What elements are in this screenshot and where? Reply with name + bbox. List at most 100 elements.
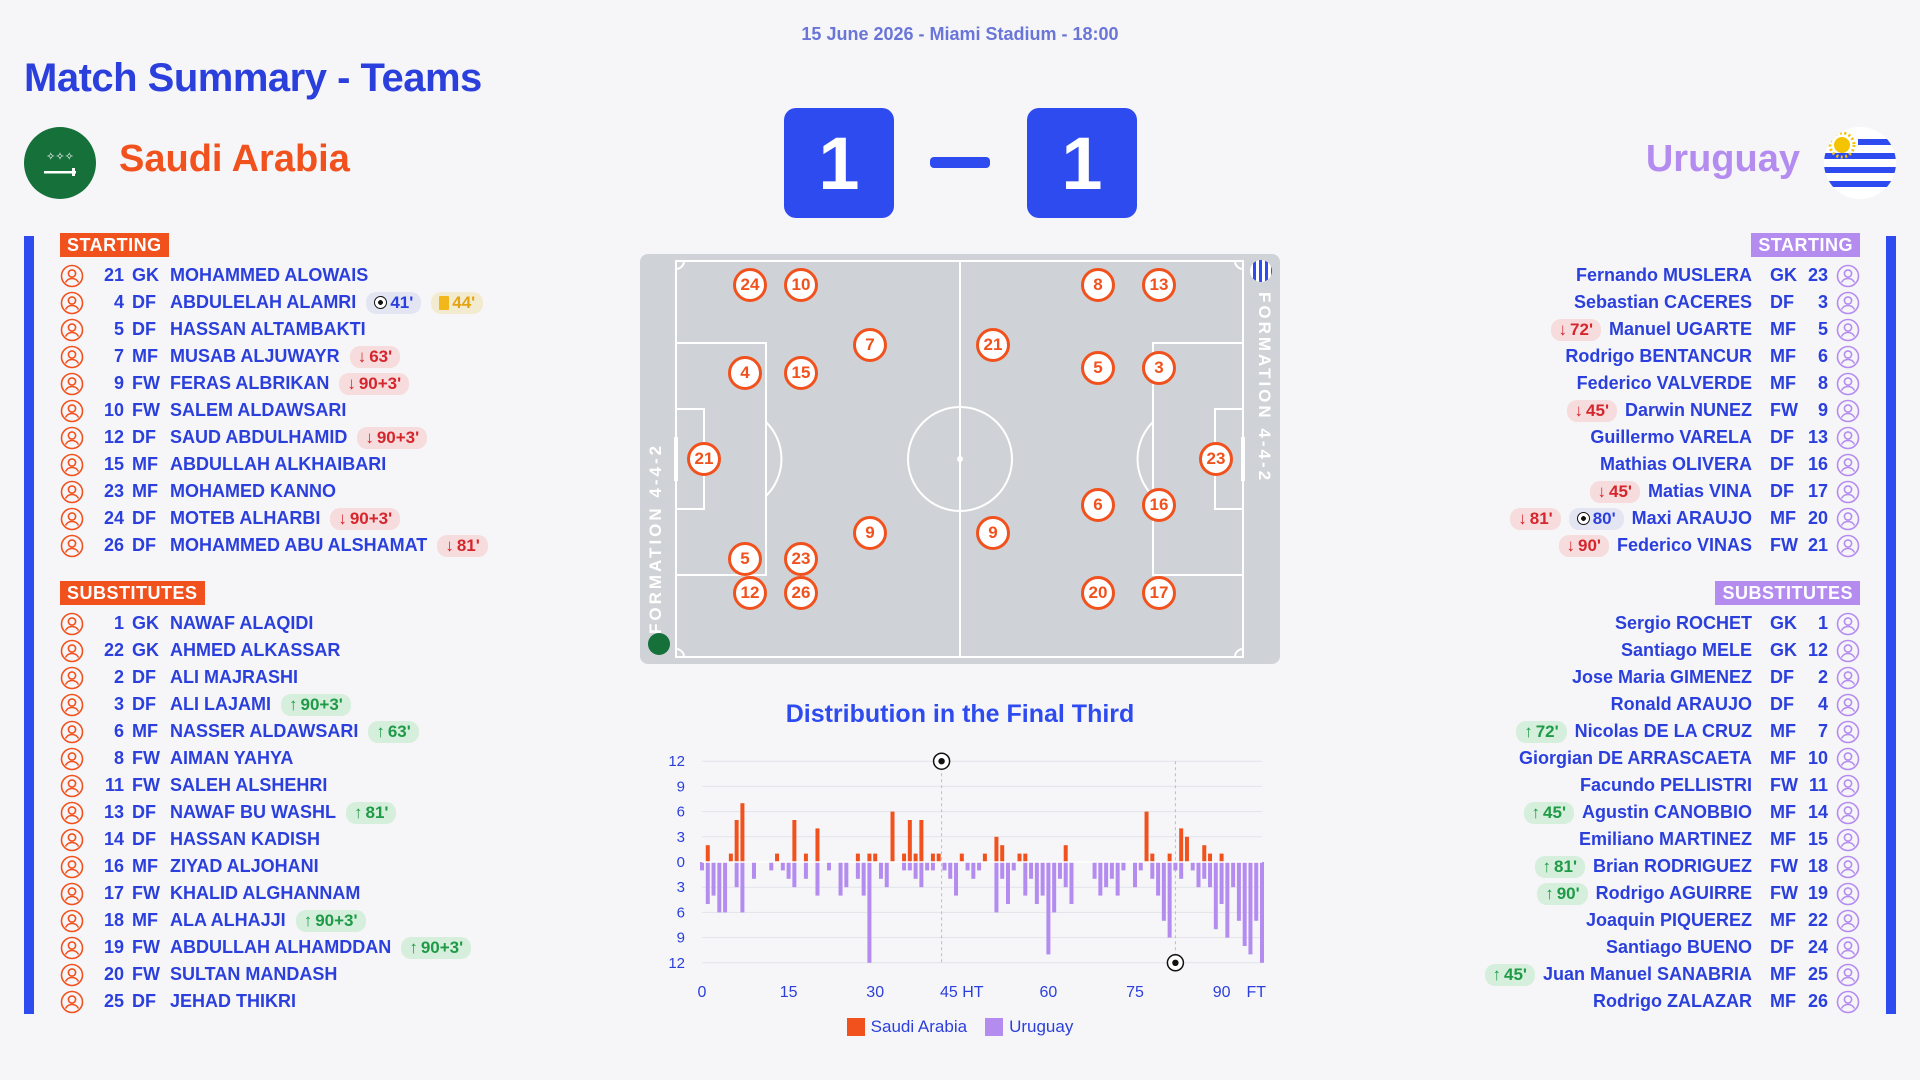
event-time: 80'	[1592, 508, 1616, 528]
player-name: Matias VINA	[1647, 481, 1752, 501]
player-position: MF	[1770, 964, 1796, 984]
arrow-up-icon: ↑	[1524, 721, 1533, 741]
away-subs-label-wrap: SUBSTITUTES	[1715, 581, 1860, 605]
user-circle-icon	[1836, 882, 1860, 905]
bar-away	[1005, 862, 1010, 904]
bar-home	[1063, 845, 1068, 862]
bar-away	[907, 862, 912, 871]
player-name: MOTEB ALHARBI	[170, 508, 321, 528]
player-number: 9	[1817, 400, 1828, 420]
bar-away	[1150, 862, 1155, 879]
away-team-name: Uruguay	[1645, 138, 1800, 180]
home-team-name: Saudi Arabia	[119, 138, 350, 180]
arrow-up-icon: ↑	[303, 910, 313, 930]
bar-home	[982, 853, 987, 862]
home-pitch-marker: 12	[733, 576, 767, 610]
home-pitch-marker: 21	[687, 442, 721, 476]
x-tick-label: 45 HT	[940, 984, 984, 1001]
player-position: DF	[1770, 937, 1794, 957]
away-subs-list: Sergio ROCHET GK 1 Santiago MELE GK 12 Jose Ma…	[1340, 610, 1860, 1015]
event-badge-out: ↓ 81'	[1510, 507, 1561, 530]
y-tick-label: 6	[677, 804, 685, 821]
player-number: 24	[1807, 937, 1828, 957]
user-circle-icon	[1836, 399, 1860, 422]
player-position: DF	[132, 319, 156, 339]
user-circle-icon	[60, 345, 84, 368]
event-badge-out: ↓ 81'	[437, 534, 488, 557]
player-number: 17	[1807, 481, 1828, 501]
user-circle-icon	[1836, 963, 1860, 986]
player-name: SALEH ALSHEHRI	[170, 775, 328, 795]
player-name: Emiliano MARTINEZ	[1578, 829, 1752, 849]
player-number: 12	[1807, 640, 1828, 660]
player-number: 6	[113, 721, 124, 741]
bar-home	[734, 820, 739, 862]
event-badge-out: ↓ 45'	[1589, 480, 1640, 503]
arrow-down-icon: ↓	[445, 535, 454, 555]
y-tick-label: 9	[677, 930, 685, 947]
player-name: Juan Manuel SANABRIA	[1542, 964, 1752, 984]
player-number: 13	[1807, 427, 1828, 447]
bar-away	[711, 862, 716, 896]
user-circle-icon	[1836, 453, 1860, 476]
player-name: Sebastian CACERES	[1573, 292, 1752, 312]
bar-away	[1190, 862, 1195, 871]
player-position: DF	[132, 535, 156, 555]
bar-away	[1254, 862, 1259, 921]
player-row: 4 DF ABDULELAH ALAMRI 41' 44'	[60, 289, 580, 316]
user-circle-icon	[60, 963, 84, 986]
legend-swatch-home	[846, 1018, 865, 1036]
player-row: Mathias OLIVERA DF 16	[1340, 451, 1860, 478]
event-badge-in: ↑ 45'	[1484, 963, 1535, 986]
player-row: 15 MF ABDULLAH ALKHAIBARI	[60, 451, 580, 478]
legend-item-home: Saudi Arabia	[846, 1017, 967, 1037]
event-time: 72'	[1535, 721, 1559, 741]
event-time: 81'	[456, 535, 480, 555]
bar-away	[1248, 862, 1253, 955]
player-position: MF	[132, 346, 158, 366]
player-row: 19 FW ABDULLAH ALHAMDDAN ↑ 90+3'	[60, 934, 580, 961]
user-circle-icon	[60, 372, 84, 395]
player-row: Guillermo VARELA DF 13	[1340, 424, 1860, 451]
player-number: 7	[113, 346, 124, 366]
player-number: 19	[103, 937, 124, 957]
event-time: 45'	[1586, 400, 1609, 420]
player-number: 10	[1807, 748, 1828, 768]
user-circle-icon	[60, 801, 84, 824]
bar-away	[1202, 862, 1207, 879]
player-name: Maxi ARAUJO	[1631, 508, 1752, 528]
bar-home	[1167, 853, 1172, 862]
bar-away	[803, 862, 808, 879]
away-pitch-marker: 13	[1142, 268, 1176, 302]
bar-away	[878, 862, 883, 879]
player-row: 3 DF ALI LAJAMI ↑ 90+3'	[60, 691, 580, 718]
bar-away	[867, 862, 872, 963]
player-position: FW	[132, 775, 160, 795]
player-position: FW	[132, 400, 160, 420]
event-time: 81'	[1554, 856, 1577, 876]
user-circle-icon	[60, 990, 84, 1013]
bar-home	[907, 820, 912, 862]
player-position: MF	[1770, 346, 1796, 366]
bar-away	[948, 862, 953, 879]
player-name: Agustin CANOBBIO	[1582, 802, 1752, 822]
user-circle-icon	[1836, 828, 1860, 851]
bar-home	[705, 845, 710, 862]
event-time: 90+3'	[420, 937, 464, 957]
away-side-bar	[1886, 236, 1896, 1014]
player-position: DF	[1770, 667, 1794, 687]
player-position: MF	[1770, 802, 1796, 822]
bar-home	[855, 853, 860, 862]
bar-home	[1179, 828, 1184, 862]
bar-home	[1144, 811, 1149, 862]
player-name: Facundo PELLISTRI	[1579, 775, 1752, 795]
player-row: ↓ 45' Matias VINA DF 17	[1340, 478, 1860, 505]
event-time: 90+3'	[300, 694, 343, 714]
player-position: FW	[132, 937, 160, 957]
bar-away	[1011, 862, 1016, 871]
user-circle-icon	[1836, 507, 1860, 530]
player-name: MOHAMED KANNO	[170, 481, 336, 501]
user-circle-icon	[60, 399, 84, 422]
bar-away	[1231, 862, 1236, 888]
home-subs-label-wrap: SUBSTITUTES	[60, 581, 205, 605]
